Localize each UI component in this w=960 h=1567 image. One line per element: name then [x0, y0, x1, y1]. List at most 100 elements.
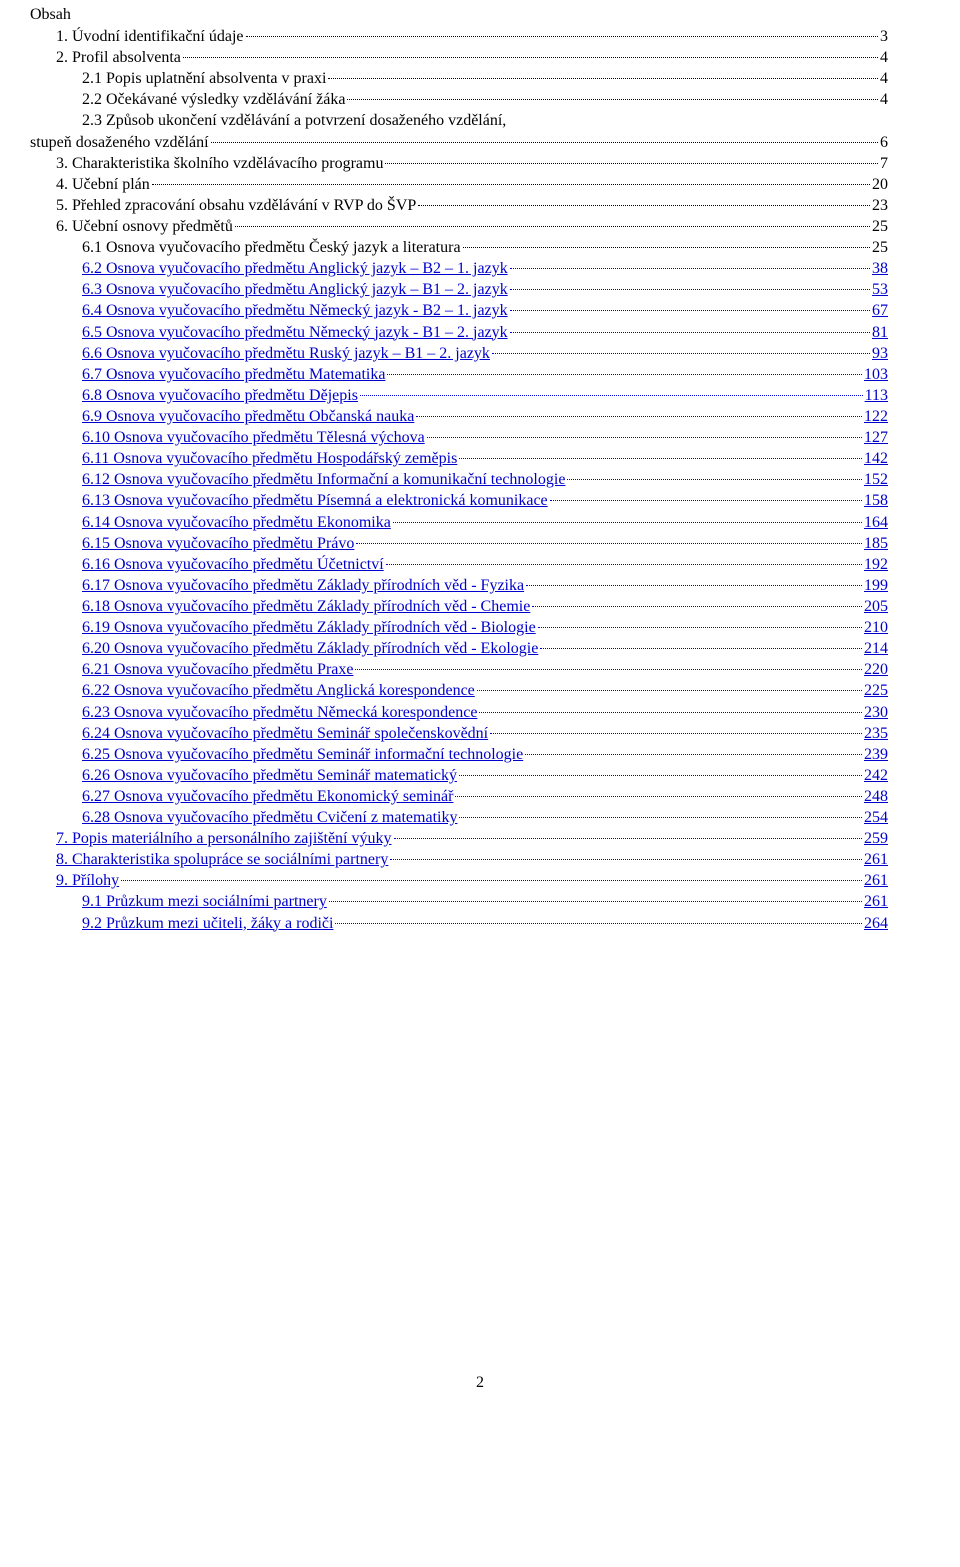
toc-entry: 4. Učební plán20 [30, 174, 888, 195]
toc-entry-page: 103 [864, 364, 888, 385]
toc-entry[interactable]: 6.6 Osnova vyučovacího předmětu Ruský ja… [30, 343, 888, 364]
toc-entry[interactable]: 6.27 Osnova vyučovacího předmětu Ekonomi… [30, 786, 888, 807]
toc-entry-page: 7 [880, 153, 888, 174]
toc-entry[interactable]: 6.15 Osnova vyučovacího předmětu Právo18… [30, 533, 888, 554]
toc-entry: 6. Učební osnovy předmětů25 [30, 216, 888, 237]
toc-entry-label: 1. Úvodní identifikační údaje [56, 26, 244, 47]
toc-entry-label: 6.5 Osnova vyučovacího předmětu Německý … [82, 322, 508, 343]
toc-leader-dots [246, 36, 878, 37]
toc-entry-label: 6.27 Osnova vyučovacího předmětu Ekonomi… [82, 786, 453, 807]
toc-leader-dots [183, 57, 878, 58]
toc-entry[interactable]: 6.2 Osnova vyučovacího předmětu Anglický… [30, 258, 888, 279]
toc-entry[interactable]: 9.2 Průzkum mezi učiteli, žáky a rodiči2… [30, 913, 888, 934]
toc-entry: 2.2 Očekávané výsledky vzdělávání žáka4 [30, 89, 888, 110]
toc-entry[interactable]: 6.26 Osnova vyučovacího předmětu Seminář… [30, 765, 888, 786]
toc-entry-page: 20 [872, 174, 888, 195]
toc-leader-dots [510, 332, 870, 333]
toc-entry-page: 225 [864, 680, 888, 701]
toc-entry-label: 6.20 Osnova vyučovacího předmětu Základy… [82, 638, 538, 659]
toc-entry-label: stupeň dosaženého vzdělání [30, 132, 209, 153]
toc-leader-dots [479, 712, 862, 713]
toc-entry[interactable]: 6.19 Osnova vyučovacího předmětu Základy… [30, 617, 888, 638]
toc-entry-page: 158 [864, 490, 888, 511]
toc-entry[interactable]: 6.13 Osnova vyučovacího předmětu Písemná… [30, 490, 888, 511]
toc-entry[interactable]: 6.4 Osnova vyučovacího předmětu Německý … [30, 300, 888, 321]
toc-entry-page: 127 [864, 427, 888, 448]
toc-entry[interactable]: 7. Popis materiálního a personálního zaj… [30, 828, 888, 849]
toc-entry-page: 67 [872, 300, 888, 321]
toc-entry-label: 9. Přílohy [56, 870, 119, 891]
toc-leader-dots [347, 99, 878, 100]
toc-leader-dots [532, 606, 862, 607]
toc-leader-dots [526, 585, 862, 586]
toc-entry[interactable]: 8. Charakteristika spolupráce se sociáln… [30, 849, 888, 870]
toc-entry-page: 6 [880, 132, 888, 153]
toc-entry[interactable]: 6.24 Osnova vyučovacího předmětu Seminář… [30, 723, 888, 744]
toc-entry-page: 254 [864, 807, 888, 828]
toc-entry-page: 248 [864, 786, 888, 807]
toc-leader-dots [394, 838, 863, 839]
toc-entry-label: 6.3 Osnova vyučovacího předmětu Anglický… [82, 279, 508, 300]
toc-entry-label: 6.9 Osnova vyučovacího předmětu Občanská… [82, 406, 414, 427]
page-number: 2 [30, 1374, 888, 1392]
toc-entry[interactable]: 6.9 Osnova vyučovacího předmětu Občanská… [30, 406, 888, 427]
toc-entry-page: 23 [872, 195, 888, 216]
toc-leader-dots [538, 627, 862, 628]
toc-entry-page: 205 [864, 596, 888, 617]
toc-entry-label: 6.22 Osnova vyučovacího předmětu Anglick… [82, 680, 475, 701]
toc-entry[interactable]: 6.7 Osnova vyučovacího předmětu Matemati… [30, 364, 888, 385]
toc-entry-label: 6.28 Osnova vyučovacího předmětu Cvičení… [82, 807, 457, 828]
toc-entry-label: 6.14 Osnova vyučovacího předmětu Ekonomi… [82, 512, 391, 533]
toc-entry[interactable]: 6.20 Osnova vyučovacího předmětu Základy… [30, 638, 888, 659]
toc-entry[interactable]: 6.16 Osnova vyučovacího předmětu Účetnic… [30, 554, 888, 575]
toc-leader-dots [459, 775, 862, 776]
toc-leader-dots [355, 669, 862, 670]
toc-entry-page: 192 [864, 554, 888, 575]
toc-entry[interactable]: 6.14 Osnova vyučovacího předmětu Ekonomi… [30, 512, 888, 533]
toc-entry-label: 6.8 Osnova vyučovacího předmětu Dějepis [82, 385, 358, 406]
toc-leader-dots [477, 690, 862, 691]
toc-entry-page: 38 [872, 258, 888, 279]
toc-entry[interactable]: 6.28 Osnova vyučovacího předmětu Cvičení… [30, 807, 888, 828]
toc-entry-label: 2.2 Očekávané výsledky vzdělávání žáka [82, 89, 345, 110]
toc-entry[interactable]: 6.22 Osnova vyučovacího předmětu Anglick… [30, 680, 888, 701]
toc-entry-label: 6.12 Osnova vyučovacího předmětu Informa… [82, 469, 565, 490]
toc-leader-dots [510, 310, 870, 311]
toc-entry[interactable]: 9. Přílohy261 [30, 870, 888, 891]
toc-entry[interactable]: 6.5 Osnova vyučovacího předmětu Německý … [30, 322, 888, 343]
toc-entry[interactable]: 6.11 Osnova vyučovacího předmětu Hospodá… [30, 448, 888, 469]
toc-entry-page: 25 [872, 237, 888, 258]
toc-entry[interactable]: 6.23 Osnova vyučovacího předmětu Německá… [30, 702, 888, 723]
toc-entry-page: 264 [864, 913, 888, 934]
toc-entry-label: 6.10 Osnova vyučovacího předmětu Tělesná… [82, 427, 425, 448]
toc-entry-page: 235 [864, 723, 888, 744]
toc-entry[interactable]: 6.8 Osnova vyučovacího předmětu Dějepis1… [30, 385, 888, 406]
toc-entry-label: 6.19 Osnova vyučovacího předmětu Základy… [82, 617, 536, 638]
toc-entry-page: 220 [864, 659, 888, 680]
toc-entry[interactable]: 6.3 Osnova vyučovacího předmětu Anglický… [30, 279, 888, 300]
toc-entry[interactable]: 9.1 Průzkum mezi sociálními partnery261 [30, 891, 888, 912]
toc-entry[interactable]: 6.12 Osnova vyučovacího předmětu Informa… [30, 469, 888, 490]
toc-entry-label: 2.3 Způsob ukončení vzdělávání a potvrze… [82, 110, 506, 131]
toc-leader-dots [550, 500, 862, 501]
toc-leader-dots [335, 923, 862, 924]
toc-entry-label: 9.1 Průzkum mezi sociálními partnery [82, 891, 327, 912]
toc-entry[interactable]: 6.25 Osnova vyučovacího předmětu Seminář… [30, 744, 888, 765]
toc-leader-dots [329, 901, 862, 902]
toc-entry-page: 3 [880, 26, 888, 47]
toc-entry[interactable]: 6.18 Osnova vyučovacího předmětu Základy… [30, 596, 888, 617]
toc-entry-label: 2.1 Popis uplatnění absolventa v praxi [82, 68, 326, 89]
toc-entry-label: 3. Charakteristika školního vzdělávacího… [56, 153, 383, 174]
toc-entry-label: 6.7 Osnova vyučovacího předmětu Matemati… [82, 364, 385, 385]
toc-entry-label: 6.4 Osnova vyučovacího předmětu Německý … [82, 300, 508, 321]
toc-leader-dots [152, 184, 870, 185]
toc-entry: 2. Profil absolventa4 [30, 47, 888, 68]
table-of-contents: 1. Úvodní identifikační údaje 32. Profil … [30, 26, 888, 934]
toc-entry[interactable]: 6.21 Osnova vyučovacího předmětu Praxe22… [30, 659, 888, 680]
toc-entry-label: 7. Popis materiálního a personálního zaj… [56, 828, 392, 849]
toc-entry: 6.1 Osnova vyučovacího předmětu Český ja… [30, 237, 888, 258]
document-page: Obsah 1. Úvodní identifikační údaje32. P… [0, 0, 960, 1392]
toc-entry[interactable]: 6.10 Osnova vyučovacího předmětu Tělesná… [30, 427, 888, 448]
toc-entry-page: 25 [872, 216, 888, 237]
toc-entry[interactable]: 6.17 Osnova vyučovacího předmětu Základy… [30, 575, 888, 596]
